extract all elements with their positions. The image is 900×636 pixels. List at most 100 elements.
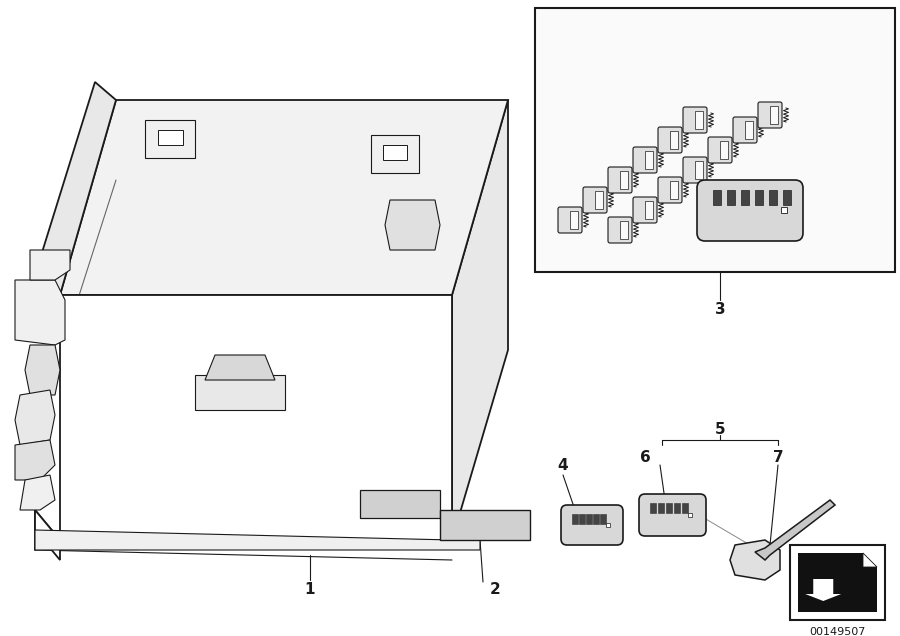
- Bar: [586, 514, 592, 524]
- Polygon shape: [755, 500, 835, 560]
- Bar: [383, 144, 407, 160]
- Bar: [682, 503, 688, 513]
- Bar: [769, 190, 777, 205]
- Circle shape: [255, 395, 265, 405]
- FancyBboxPatch shape: [639, 494, 706, 536]
- Bar: [688, 513, 692, 517]
- FancyBboxPatch shape: [683, 157, 707, 183]
- Circle shape: [745, 555, 755, 565]
- Circle shape: [415, 315, 425, 325]
- Bar: [620, 221, 628, 239]
- Circle shape: [760, 555, 770, 565]
- Polygon shape: [385, 200, 440, 250]
- FancyBboxPatch shape: [683, 107, 707, 133]
- Polygon shape: [371, 135, 419, 173]
- Bar: [720, 141, 728, 159]
- Polygon shape: [35, 530, 480, 550]
- FancyBboxPatch shape: [583, 187, 607, 213]
- Circle shape: [35, 261, 41, 267]
- Circle shape: [195, 315, 205, 325]
- Circle shape: [59, 261, 65, 267]
- FancyBboxPatch shape: [558, 207, 582, 233]
- Circle shape: [206, 391, 214, 399]
- Polygon shape: [60, 295, 452, 540]
- Bar: [781, 207, 787, 213]
- Circle shape: [398, 236, 406, 244]
- Polygon shape: [15, 390, 55, 445]
- Bar: [572, 514, 578, 524]
- Polygon shape: [145, 120, 195, 158]
- Polygon shape: [15, 440, 55, 480]
- Circle shape: [335, 505, 345, 515]
- Bar: [440, 510, 530, 540]
- Bar: [645, 201, 653, 219]
- Polygon shape: [35, 510, 60, 560]
- Text: 5: 5: [715, 422, 725, 438]
- Bar: [790, 545, 885, 620]
- Circle shape: [684, 508, 698, 522]
- Polygon shape: [30, 250, 70, 280]
- Bar: [695, 161, 703, 179]
- Circle shape: [266, 391, 274, 399]
- Polygon shape: [806, 579, 842, 601]
- Polygon shape: [452, 100, 508, 540]
- Polygon shape: [730, 540, 780, 580]
- Polygon shape: [35, 82, 116, 295]
- FancyBboxPatch shape: [633, 197, 657, 223]
- Circle shape: [777, 200, 797, 220]
- Bar: [645, 151, 653, 169]
- Circle shape: [85, 505, 95, 515]
- Circle shape: [335, 315, 345, 325]
- Polygon shape: [205, 355, 275, 380]
- FancyBboxPatch shape: [658, 127, 682, 153]
- FancyBboxPatch shape: [708, 137, 732, 163]
- Circle shape: [149, 146, 157, 154]
- Circle shape: [415, 395, 425, 405]
- Bar: [745, 121, 753, 139]
- Bar: [600, 514, 606, 524]
- Polygon shape: [25, 345, 60, 395]
- Bar: [666, 503, 672, 513]
- Bar: [158, 130, 183, 145]
- Bar: [713, 190, 721, 205]
- Polygon shape: [863, 553, 877, 567]
- Bar: [606, 523, 610, 527]
- FancyBboxPatch shape: [758, 102, 782, 128]
- FancyBboxPatch shape: [733, 117, 757, 143]
- Text: 1: 1: [305, 583, 315, 597]
- Circle shape: [407, 161, 415, 169]
- Bar: [770, 106, 778, 124]
- Circle shape: [375, 161, 383, 169]
- Polygon shape: [60, 100, 508, 295]
- Bar: [579, 514, 585, 524]
- Circle shape: [602, 518, 616, 532]
- Polygon shape: [20, 475, 55, 510]
- Bar: [593, 514, 599, 524]
- Bar: [741, 190, 749, 205]
- FancyBboxPatch shape: [608, 167, 632, 193]
- Text: 2: 2: [490, 583, 500, 597]
- Circle shape: [421, 236, 429, 244]
- FancyBboxPatch shape: [561, 505, 623, 545]
- Bar: [535, 8, 895, 272]
- Bar: [670, 131, 678, 149]
- FancyBboxPatch shape: [608, 217, 632, 243]
- Bar: [783, 190, 791, 205]
- Circle shape: [398, 211, 406, 219]
- Text: 3: 3: [715, 303, 725, 317]
- Bar: [727, 190, 735, 205]
- Circle shape: [85, 395, 95, 405]
- Bar: [650, 503, 656, 513]
- Circle shape: [85, 315, 95, 325]
- Text: 7: 7: [773, 450, 783, 466]
- Polygon shape: [798, 553, 877, 612]
- Bar: [360, 490, 440, 518]
- Polygon shape: [15, 280, 65, 345]
- Text: 00149507: 00149507: [809, 627, 865, 636]
- Circle shape: [195, 505, 205, 515]
- Polygon shape: [195, 375, 285, 410]
- Circle shape: [415, 505, 425, 515]
- Bar: [570, 211, 578, 229]
- Bar: [674, 503, 680, 513]
- Bar: [695, 111, 703, 129]
